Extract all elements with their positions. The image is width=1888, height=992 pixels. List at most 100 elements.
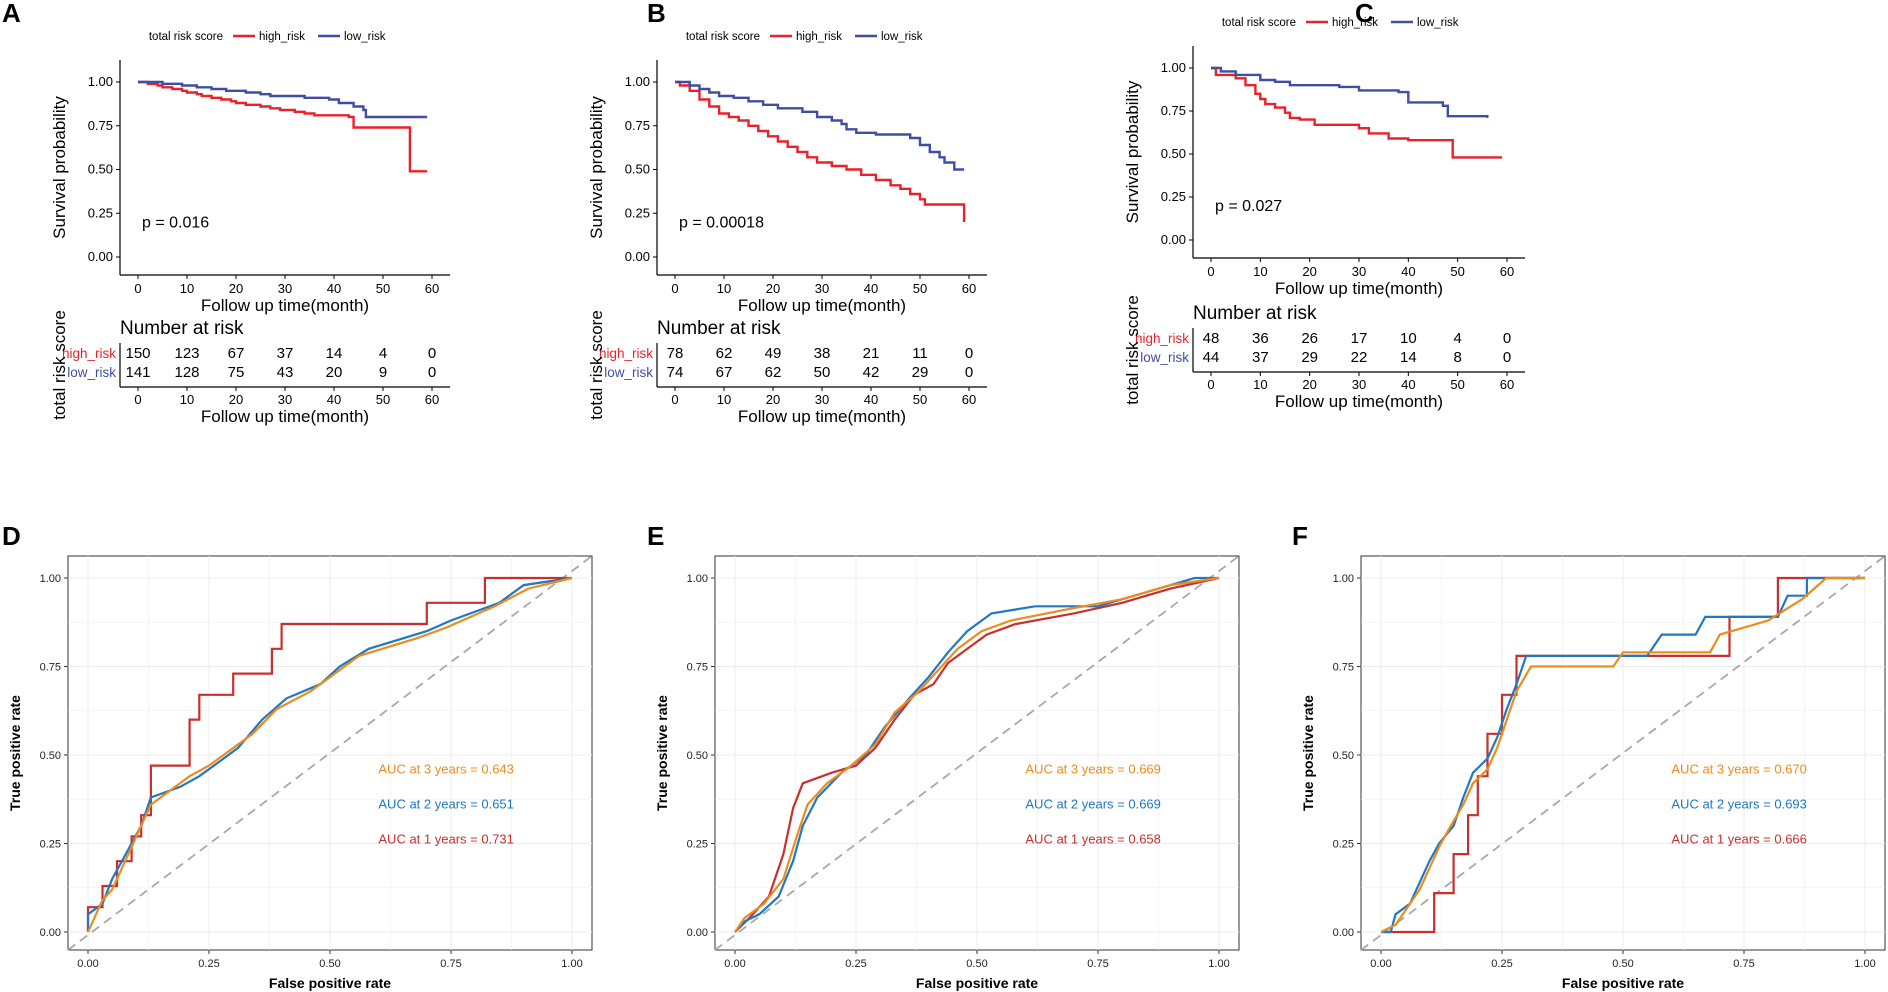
risk-x-tick-label: 60 [962, 392, 976, 407]
x-tick-label: 20 [766, 281, 780, 296]
risk-y-axis-title: total risk score [50, 310, 69, 420]
y-tick-label: 0.25 [88, 205, 113, 220]
auc-label-2-years: AUC at 2 years = 0.669 [1025, 797, 1161, 812]
risk-count: 78 [667, 345, 684, 362]
risk-count: 0 [1503, 349, 1511, 366]
risk-x-tick-label: 40 [1401, 377, 1415, 392]
risk-count: 10 [1400, 330, 1417, 347]
roc-panel-F: F 0.00 0.00 0.25 0.25 0.50 0.50 0.75 0.75 1.00 1.0… [1292, 521, 1886, 991]
x-tick-label: 60 [962, 281, 976, 296]
risk-count: 4 [1453, 330, 1461, 347]
x-tick-label: 1.00 [1854, 958, 1875, 970]
legend-high-risk: high_risk [796, 31, 842, 43]
x-axis-title: False positive rate [1562, 975, 1684, 991]
y-tick-label: 0.75 [40, 662, 61, 674]
x-tick-label: 0.25 [1491, 958, 1512, 970]
panel-label: E [647, 521, 664, 551]
y-tick-label: 0.25 [687, 839, 708, 851]
y-tick-label: 1.00 [40, 573, 61, 585]
x-tick-label: 0.50 [1612, 958, 1633, 970]
risk-x-axis-title: Follow up time(month) [201, 407, 369, 426]
y-tick-label: 0.00 [687, 927, 708, 939]
y-tick-label: 0.00 [40, 927, 61, 939]
km-panel-B: B 0.00 0.25 0.50 0.75 1.00 0 10 20 30 40 50 60 Follow… [587, 0, 987, 426]
p-value: p = 0.00018 [679, 214, 764, 231]
y-tick-label: 0.50 [687, 750, 708, 762]
p-value: p = 0.027 [1215, 198, 1282, 215]
legend-low-risk: low_risk [881, 31, 923, 43]
x-tick-label: 0.00 [77, 958, 98, 970]
x-tick-label: 0.75 [1087, 958, 1108, 970]
x-tick-label: 30 [815, 281, 829, 296]
risk-count: 67 [228, 345, 245, 362]
p-value: p = 0.016 [142, 214, 209, 231]
risk-table-title: Number at risk [657, 318, 781, 339]
risk-count: 128 [174, 364, 199, 381]
risk-count: 62 [765, 364, 782, 381]
x-tick-label: 60 [425, 281, 439, 296]
roc-curve-3-years [1380, 576, 1865, 933]
risk-y-axis-title: total risk score [1123, 295, 1142, 405]
risk-x-tick-label: 10 [717, 392, 731, 407]
km-curve-low-risk [675, 80, 965, 171]
risk-count: 37 [1252, 349, 1269, 366]
risk-count: 0 [428, 364, 436, 381]
km-curve-high-risk [1211, 66, 1503, 159]
risk-count: 0 [965, 345, 973, 362]
y-tick-label: 1.00 [687, 573, 708, 585]
x-axis-title: Follow up time(month) [1275, 279, 1443, 298]
roc-curve-3-years [86, 576, 573, 933]
risk-x-tick-label: 40 [864, 392, 878, 407]
risk-count: 74 [667, 364, 684, 381]
y-tick-label: 1.00 [88, 74, 113, 89]
y-tick-label: 0.00 [1333, 927, 1354, 939]
risk-x-tick-label: 30 [278, 392, 292, 407]
risk-x-tick-label: 50 [1450, 377, 1464, 392]
km-curve-low-risk [138, 80, 428, 119]
risk-count: 49 [765, 345, 782, 362]
x-tick-label: 50 [913, 281, 927, 296]
risk-count: 26 [1301, 330, 1318, 347]
x-tick-label: 0.00 [724, 958, 745, 970]
risk-table-title: Number at risk [1193, 303, 1317, 324]
panel-label: B [647, 0, 666, 28]
y-axis-title: True positive rate [654, 695, 670, 811]
x-tick-label: 0.75 [440, 958, 461, 970]
risk-count: 14 [1400, 349, 1417, 366]
y-tick-label: 1.00 [1333, 573, 1354, 585]
risk-count: 8 [1453, 349, 1461, 366]
legend-high-risk: high_risk [259, 31, 305, 43]
legend-title: total risk score [1222, 17, 1296, 29]
auc-label-1-years: AUC at 1 years = 0.731 [378, 832, 514, 847]
legend-low-risk: low_risk [1417, 17, 1459, 29]
reference-diagonal [67, 555, 593, 951]
risk-count: 11 [912, 345, 928, 362]
risk-count: 17 [1351, 330, 1368, 347]
reference-diagonal [1360, 555, 1886, 951]
risk-count: 42 [863, 364, 880, 381]
risk-x-tick-label: 60 [425, 392, 439, 407]
risk-count: 4 [379, 345, 387, 362]
risk-row-label: low_risk [67, 365, 116, 380]
y-tick-label: 0.50 [88, 162, 113, 177]
y-tick-label: 0.50 [40, 750, 61, 762]
risk-table-title: Number at risk [120, 318, 244, 339]
y-axis-title: Survival probability [587, 96, 606, 239]
risk-x-tick-label: 30 [815, 392, 829, 407]
x-tick-label: 40 [864, 281, 878, 296]
x-tick-label: 0.50 [319, 958, 340, 970]
risk-row-label: high_risk [599, 346, 653, 361]
y-tick-label: 0.75 [88, 118, 113, 133]
auc-label-2-years: AUC at 2 years = 0.651 [378, 797, 514, 812]
x-tick-label: 0.25 [198, 958, 219, 970]
risk-count: 0 [428, 345, 436, 362]
auc-label-3-years: AUC at 3 years = 0.643 [378, 762, 514, 777]
auc-label-1-years: AUC at 1 years = 0.666 [1671, 832, 1807, 847]
roc-curve-3-years [734, 576, 1220, 933]
x-tick-label: 0.00 [1370, 958, 1391, 970]
x-tick-label: 40 [1401, 264, 1415, 279]
reference-diagonal [714, 555, 1240, 951]
x-axis-title: False positive rate [916, 975, 1038, 991]
legend-title: total risk score [686, 31, 760, 43]
